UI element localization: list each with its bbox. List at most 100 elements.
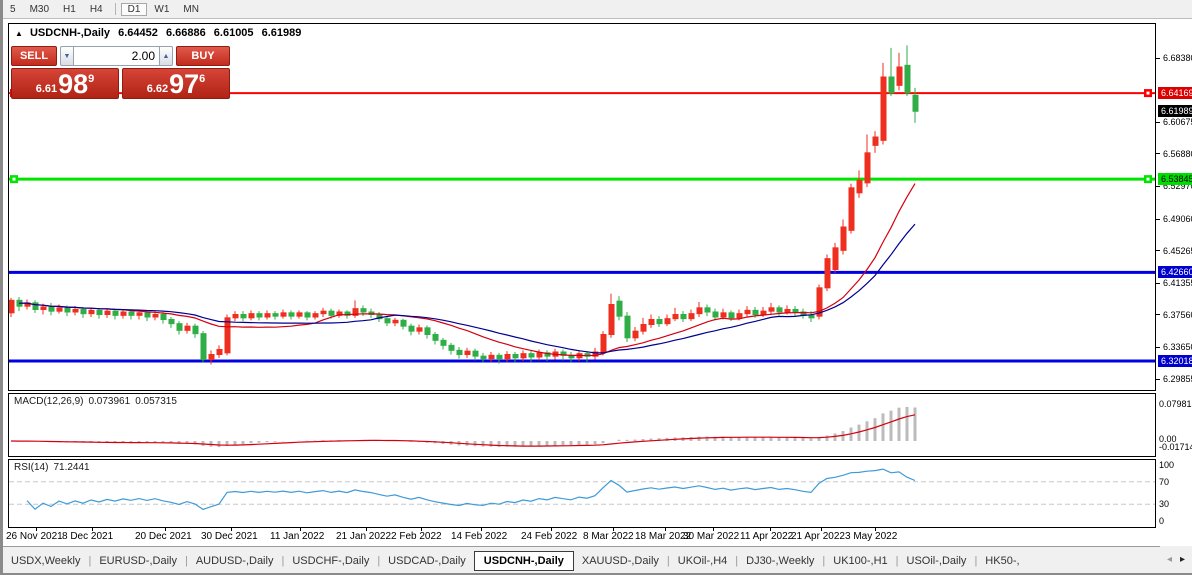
date-axis-tick	[551, 527, 552, 531]
candle-body	[840, 226, 847, 251]
macd-panel[interactable]	[8, 393, 1156, 457]
candle-body	[72, 309, 79, 313]
rsi-line	[26, 468, 916, 511]
date-axis-tick	[92, 527, 93, 531]
date-axis-label: 21 Apr 2022	[791, 531, 845, 542]
candle-body	[160, 314, 167, 320]
candle-body	[600, 334, 607, 353]
price-axis-tick	[1155, 185, 1160, 187]
macd-axis-label: 0.079813	[1159, 399, 1192, 409]
chart-tab-eurusd-daily[interactable]: EURUSD-,Daily	[99, 554, 177, 567]
date-axis-label: 11 Apr 2022	[740, 531, 794, 542]
date-axis-label: 2 Feb 2022	[391, 531, 442, 542]
candle-body	[176, 323, 183, 331]
sell-price-panel[interactable]: 6.61 98 9	[11, 68, 119, 99]
tab-scroll-right-icon[interactable]: ▸	[1179, 554, 1185, 565]
date-axis-label: 24 Feb 2022	[521, 531, 578, 542]
chart-tab-usoil-daily[interactable]: USOil-,Daily	[906, 554, 967, 567]
candle-body	[280, 312, 287, 317]
candle-body	[888, 76, 895, 94]
chart-tab-usdcnh-daily[interactable]: USDCNH-,Daily	[473, 550, 574, 571]
timeframe-button-m30[interactable]: M30	[29, 4, 50, 15]
candle-body	[792, 309, 799, 313]
candle-body	[384, 318, 391, 324]
candle-body	[192, 325, 199, 335]
macd-signal-line	[10, 414, 916, 447]
price-axis-label: 6.29855	[1163, 374, 1192, 385]
chart-tab-uk100-h1[interactable]: UK100-,H1	[833, 554, 888, 567]
price-axis-label: 6.56880	[1163, 148, 1192, 159]
candle-body	[856, 179, 863, 194]
candle-body	[40, 306, 47, 310]
volume-decrease-button[interactable]: ▼	[60, 46, 74, 66]
candle-body	[208, 354, 215, 360]
candle-body	[544, 352, 551, 357]
candle-body	[96, 309, 103, 315]
collapse-panel-icon[interactable]: ▲	[15, 29, 23, 38]
buy-button[interactable]: BUY	[176, 46, 230, 66]
chart-tab-ukoil-h4[interactable]: UKOil-,H4	[677, 554, 728, 567]
date-axis-label: 26 Nov 2021	[6, 531, 63, 542]
chart-tab-usdcad-daily[interactable]: USDCAD-,Daily	[388, 554, 466, 567]
candle-body	[704, 307, 711, 313]
timeframe-button-d1[interactable]: D1	[120, 3, 148, 16]
volume-input[interactable]: 2.00	[74, 46, 159, 66]
rsi-value: 71.2441	[53, 462, 90, 473]
candle-body	[528, 353, 535, 358]
date-axis-tick	[713, 527, 714, 531]
price-chart-canvas[interactable]	[9, 24, 1155, 390]
timeframe-button-h1[interactable]: H1	[63, 4, 76, 15]
candle-body	[56, 307, 63, 312]
candle-body	[456, 349, 463, 355]
chart-tab-audusd-daily[interactable]: AUDUSD-,Daily	[195, 554, 274, 567]
candle-body	[440, 339, 447, 346]
timeframe-button-w1[interactable]: W1	[154, 4, 170, 15]
chart-tab-dj30-weekly[interactable]: DJ30-,Weekly	[746, 554, 815, 567]
buy-price-panel[interactable]: 6.62 97 6	[122, 68, 230, 99]
candle-body	[80, 309, 87, 315]
date-axis-label: 30 Dec 2021	[201, 531, 258, 542]
one-click-trading-widget: SELL ▼ 2.00 ▲ BUY 6.61 98 9 6.62 97 6	[11, 46, 230, 99]
chart-tab-xauusd-daily[interactable]: XAUUSD-,Daily	[581, 554, 659, 567]
price-axis-label: 6.52970	[1163, 181, 1192, 192]
candle-body	[768, 307, 775, 312]
quote-low: 6.61005	[213, 27, 254, 39]
sell-price-prefix: 6.61	[35, 83, 58, 95]
candle-body	[224, 317, 231, 354]
macd-label: MACD(12,26,9) 0.073961 0.057315	[14, 396, 177, 407]
candle-body	[464, 350, 471, 355]
candle-body	[504, 354, 511, 360]
rsi-canvas[interactable]	[9, 460, 1155, 527]
candle-body	[744, 309, 751, 315]
candle-body	[32, 302, 39, 310]
price-axis-tick	[1155, 346, 1160, 348]
candle-body	[144, 312, 151, 318]
date-axis-label: 11 Jan 2022	[270, 531, 325, 542]
tab-scroll-left-icon[interactable]: ◂	[1166, 554, 1172, 565]
candle-body	[472, 350, 479, 357]
macd-canvas[interactable]	[9, 394, 1155, 456]
candle-body	[720, 312, 727, 318]
rsi-panel[interactable]	[8, 459, 1156, 528]
chart-tab-hk50[interactable]: HK50-,	[985, 554, 1020, 567]
chart-tab-usdchf-daily[interactable]: USDCHF-,Daily	[292, 554, 370, 567]
candle-body	[640, 324, 647, 332]
volume-increase-button[interactable]: ▲	[159, 46, 173, 66]
candle-body	[272, 313, 279, 317]
candle-body	[760, 310, 767, 315]
candle-body	[288, 312, 295, 317]
price-axis-tick	[1155, 314, 1160, 316]
candle-body	[872, 136, 879, 146]
candle-body	[824, 258, 831, 289]
rsi-axis-label: 100	[1159, 460, 1175, 470]
candle-body	[48, 306, 55, 312]
timeframe-button-5[interactable]: 5	[10, 4, 16, 15]
sell-button[interactable]: SELL	[11, 46, 57, 66]
chart-tab-usdx-weekly[interactable]: USDX,Weekly	[11, 554, 81, 567]
timeframe-button-mn[interactable]: MN	[183, 4, 199, 15]
buy-price-point: 6	[199, 73, 206, 85]
timeframe-button-h4[interactable]: H4	[89, 4, 103, 15]
candle-body	[592, 351, 599, 357]
date-axis-tick	[481, 527, 482, 531]
